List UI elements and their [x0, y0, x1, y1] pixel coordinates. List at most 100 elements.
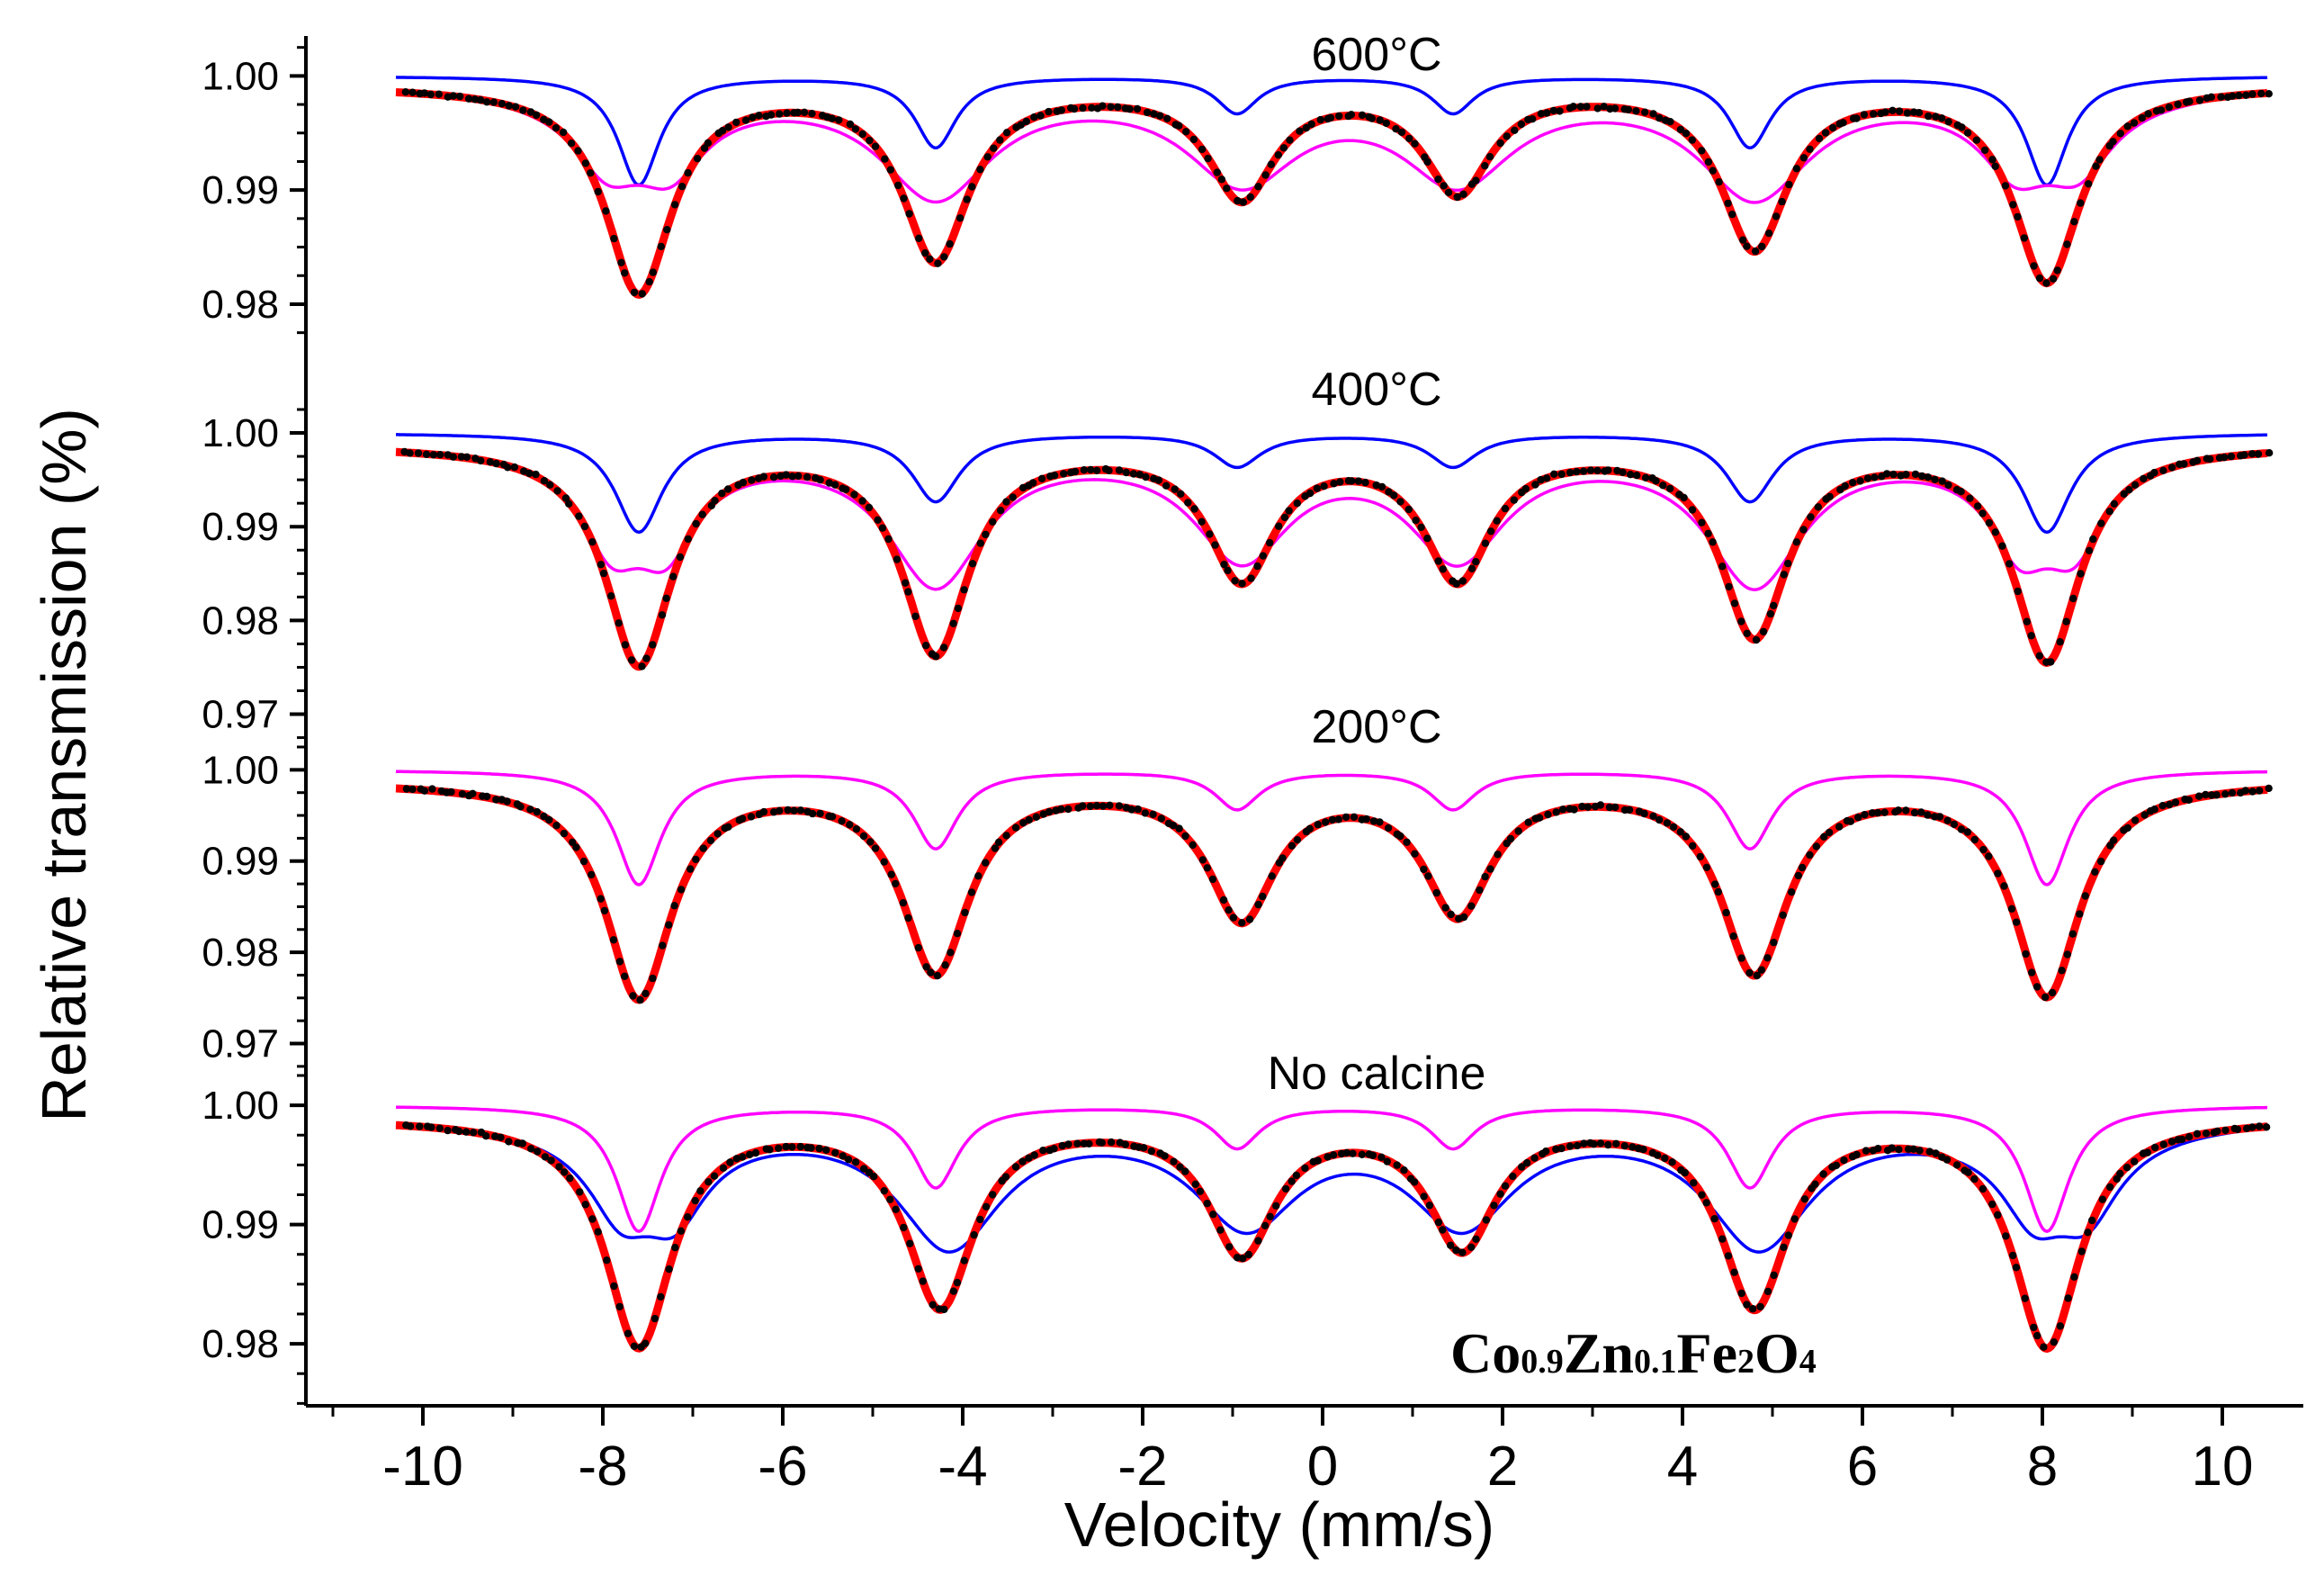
- data-point: [1196, 1187, 1205, 1196]
- data-point: [532, 470, 540, 479]
- data-point: [1640, 809, 1648, 818]
- data-point: [1009, 493, 1017, 501]
- data-point: [1573, 1141, 1582, 1150]
- data-point: [1991, 528, 1999, 536]
- data-point: [1350, 813, 1359, 821]
- data-point: [1579, 467, 1588, 475]
- data-point: [1604, 1140, 1612, 1149]
- data-point: [1868, 809, 1877, 817]
- data-point: [1425, 1202, 1434, 1210]
- data-point: [1841, 482, 1849, 490]
- data-point: [617, 258, 625, 266]
- data-point: [1115, 466, 1124, 474]
- data-point: [1266, 1212, 1274, 1221]
- panel-1: [393, 433, 2274, 671]
- data-point: [1423, 535, 1431, 543]
- data-point: [946, 239, 954, 248]
- data-point: [599, 569, 608, 578]
- data-point: [1459, 190, 1467, 198]
- data-point: [1244, 1250, 1253, 1259]
- data-point: [1286, 136, 1294, 144]
- data-point: [2151, 1143, 2159, 1152]
- data-point: [2195, 96, 2204, 104]
- data-point: [1467, 902, 1476, 910]
- data-point: [800, 108, 809, 116]
- data-point: [1206, 530, 1214, 538]
- data-point: [1925, 112, 1933, 121]
- data-point: [1105, 466, 1113, 474]
- data-point: [1829, 123, 1837, 132]
- data-point: [1620, 1142, 1629, 1150]
- data-point: [1279, 144, 1288, 152]
- data-point: [1537, 475, 1545, 484]
- data-point: [691, 1196, 699, 1205]
- data-point: [1392, 125, 1400, 133]
- data-point: [2241, 787, 2249, 795]
- data-point: [665, 1265, 673, 1274]
- x-tick-label: -8: [578, 1436, 627, 1498]
- data-point: [1321, 818, 1330, 826]
- data-point: [1246, 193, 1255, 202]
- data-point: [581, 1201, 589, 1209]
- data-point: [1472, 1235, 1480, 1244]
- data-point: [1542, 474, 1551, 482]
- data-point: [1979, 1184, 1988, 1193]
- data-point: [2027, 632, 2035, 640]
- data-point: [1501, 1182, 1510, 1190]
- data-point: [491, 1132, 499, 1140]
- data-point: [713, 830, 722, 838]
- data-point: [1931, 813, 1939, 821]
- data-point: [686, 865, 695, 873]
- data-point: [1231, 577, 1239, 585]
- x-tick-label: 6: [1847, 1436, 1878, 1498]
- data-point: [1285, 507, 1293, 515]
- sextet-a-line: [396, 1105, 2267, 1233]
- data-point: [1856, 477, 1864, 485]
- data-point: [2217, 93, 2225, 101]
- y-tick-label: 0.99: [202, 505, 279, 549]
- data-point: [1759, 627, 1768, 636]
- data-point: [1925, 1148, 1934, 1156]
- data-point: [989, 1191, 997, 1199]
- data-point: [2221, 454, 2229, 462]
- data-point: [1011, 1163, 1020, 1171]
- data-point: [510, 463, 519, 472]
- data-point: [1730, 599, 1739, 608]
- data-point: [2047, 658, 2055, 666]
- data-point: [1800, 1195, 1809, 1203]
- data-point: [1496, 1190, 1504, 1198]
- data-point: [1758, 242, 1766, 251]
- data-point: [2009, 201, 2017, 209]
- data-point: [533, 111, 541, 120]
- data-point: [1698, 518, 1706, 526]
- data-point: [2174, 100, 2182, 109]
- data-point: [2068, 930, 2077, 938]
- data-point: [670, 902, 678, 910]
- data-point: [1871, 473, 1879, 482]
- data-point: [657, 242, 665, 251]
- data-point: [2032, 983, 2041, 991]
- data-point: [776, 110, 784, 118]
- data-point: [922, 963, 930, 971]
- data-point: [1509, 1172, 1517, 1181]
- data-point: [1779, 911, 1787, 919]
- data-point: [456, 92, 464, 101]
- data-point: [1239, 198, 1248, 206]
- data-point: [1557, 470, 1566, 479]
- data-point: [1718, 562, 1727, 571]
- x-axis-title: Velocity (mm/s): [1064, 1490, 1494, 1560]
- data-point: [1057, 106, 1066, 114]
- data-point: [1902, 806, 1910, 814]
- y-tick-label: 0.97: [202, 1022, 279, 1066]
- data-point: [1690, 1179, 1698, 1187]
- data-point: [624, 1329, 633, 1337]
- data-point: [1749, 1305, 1757, 1313]
- data-point: [1080, 466, 1089, 474]
- x-tick-label: 10: [2192, 1436, 2254, 1498]
- data-point: [1177, 490, 1185, 498]
- data-point: [1099, 102, 1107, 110]
- text-layer: Velocity (mm/s) Relative transmission (%…: [29, 29, 2253, 1560]
- data-point: [974, 872, 983, 880]
- data-point: [808, 110, 816, 118]
- data-point: [1566, 468, 1575, 477]
